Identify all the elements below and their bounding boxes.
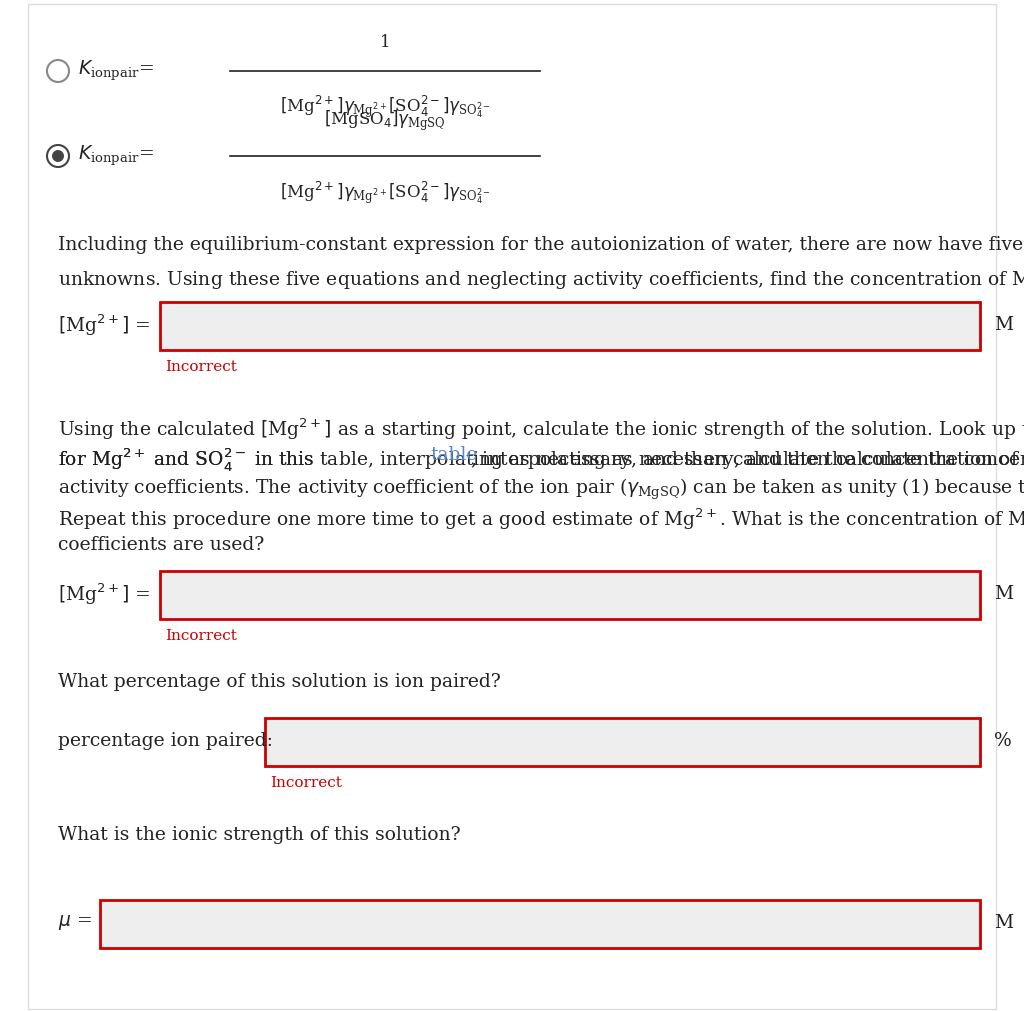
Text: $K_{\mathregular{ion pair}}$=: $K_{\mathregular{ion pair}}$=: [78, 144, 154, 168]
Text: coefficients are used?: coefficients are used?: [58, 536, 264, 554]
Text: Incorrect: Incorrect: [165, 360, 237, 374]
FancyBboxPatch shape: [160, 302, 980, 350]
Text: Using the calculated $[\mathregular{Mg}^{2+}]$ as a starting point, calculate th: Using the calculated $[\mathregular{Mg}^…: [58, 416, 1024, 442]
Text: What is the ionic strength of this solution?: What is the ionic strength of this solut…: [58, 826, 461, 844]
Text: for Mg$^{2+}$ and SO$_4^{2-}$ in this table, interpolating as necessary, and the: for Mg$^{2+}$ and SO$_4^{2-}$ in this ta…: [58, 446, 1024, 473]
Text: Incorrect: Incorrect: [270, 776, 342, 790]
Text: , interpolating as necessary, and then calculate the concentration of Mg$^{2+}$ : , interpolating as necessary, and then c…: [470, 446, 1024, 471]
Text: $[\mathregular{MgSO}_4]\gamma_{\mathregular{MgSQ}}$: $[\mathregular{MgSO}_4]\gamma_{\mathregu…: [325, 109, 445, 133]
Text: Incorrect: Incorrect: [165, 629, 237, 643]
FancyBboxPatch shape: [28, 4, 996, 1009]
Text: $\mu$ =: $\mu$ =: [58, 914, 92, 932]
Text: for Mg$^{2+}$ and SO$_4^{2-}$ in this: for Mg$^{2+}$ and SO$_4^{2-}$ in this: [58, 446, 315, 473]
Text: percentage ion paired:: percentage ion paired:: [58, 732, 272, 750]
Text: $[\mathregular{Mg}^{2+}]$ =: $[\mathregular{Mg}^{2+}]$ =: [58, 581, 151, 607]
Text: What percentage of this solution is ion paired?: What percentage of this solution is ion …: [58, 673, 501, 691]
Text: unknowns. Using these five equations and neglecting activity coefficients, find : unknowns. Using these five equations and…: [58, 266, 1024, 291]
Text: $K_{\mathregular{ion pair}}$=: $K_{\mathregular{ion pair}}$=: [78, 59, 154, 83]
Text: $[\mathregular{Mg}^{2+}]\gamma_{\mathregular{Mg}^{2+}}[\mathregular{SO}_4^{2-}]\: $[\mathregular{Mg}^{2+}]\gamma_{\mathreg…: [280, 93, 490, 119]
Text: Repeat this procedure one more time to get a good estimate of Mg$^{2+}$. What is: Repeat this procedure one more time to g…: [58, 506, 1024, 532]
Text: M: M: [994, 585, 1013, 603]
Text: table: table: [430, 446, 477, 464]
FancyBboxPatch shape: [160, 571, 980, 619]
Text: Including the equilibrium-constant expression for the autoionization of water, t: Including the equilibrium-constant expre…: [58, 236, 1024, 254]
Text: $[\mathregular{Mg}^{2+}]$ =: $[\mathregular{Mg}^{2+}]$ =: [58, 312, 151, 338]
Text: $[\mathregular{Mg}^{2+}]\gamma_{\mathregular{Mg}^{2+}}[\mathregular{SO}_4^{2-}]\: $[\mathregular{Mg}^{2+}]\gamma_{\mathreg…: [280, 179, 490, 205]
FancyBboxPatch shape: [265, 718, 980, 766]
Text: 1: 1: [380, 34, 390, 51]
FancyBboxPatch shape: [100, 900, 980, 948]
Circle shape: [52, 150, 63, 162]
Text: %: %: [994, 732, 1012, 750]
Text: activity coefficients. The activity coefficient of the ion pair ($\gamma_{\mathr: activity coefficients. The activity coef…: [58, 476, 1024, 501]
Text: M: M: [994, 316, 1013, 334]
Text: M: M: [994, 914, 1013, 932]
